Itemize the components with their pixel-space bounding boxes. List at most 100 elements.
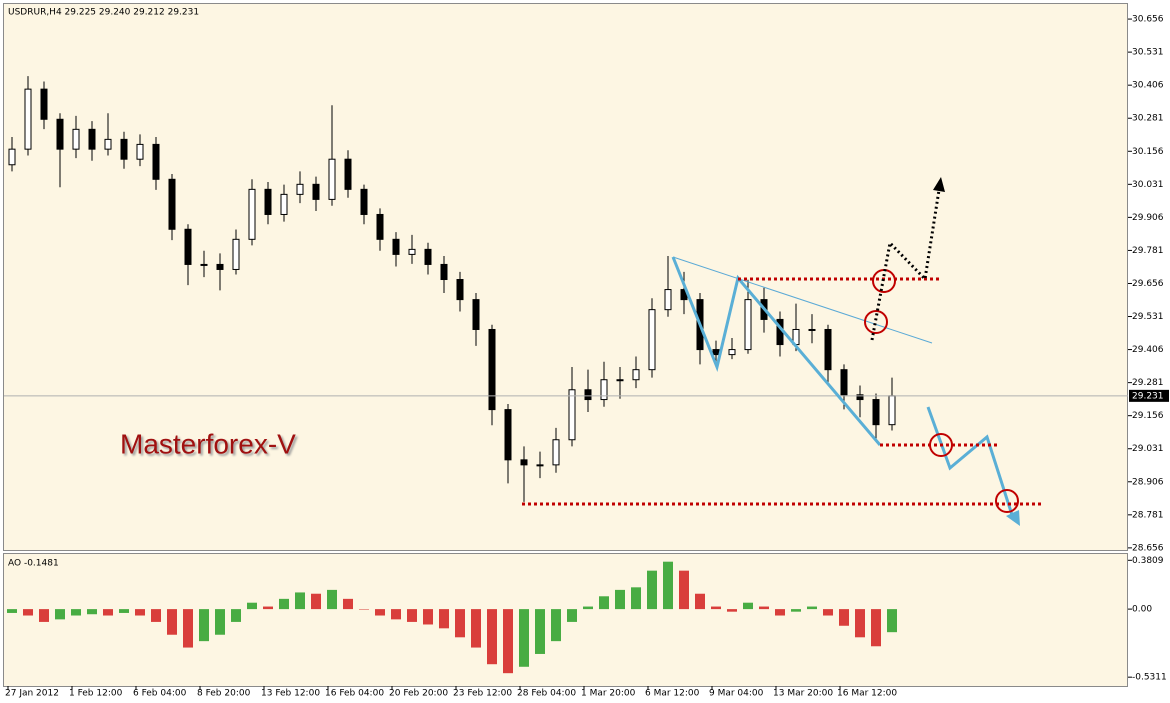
candle-body	[536, 464, 544, 467]
y-tick-label: 29.031	[1132, 444, 1164, 454]
candle-body	[408, 248, 416, 255]
x-tick-label: 13 Mar 20:00	[773, 689, 833, 699]
y-tick-label: 30.531	[1132, 48, 1164, 58]
candle-body	[8, 148, 16, 166]
y-tick-label: 28.656	[1132, 543, 1164, 553]
x-tick-label: 23 Feb 12:00	[453, 689, 512, 699]
candle-body	[216, 263, 224, 270]
candle-body	[120, 138, 128, 160]
candle-body	[888, 395, 896, 426]
x-tick-label: 9 Mar 04:00	[709, 689, 764, 699]
ao-bar	[135, 609, 145, 616]
y-tick-label: 29.656	[1132, 279, 1164, 289]
ao-bar	[775, 609, 785, 616]
arrow-head	[933, 177, 945, 192]
candle-body	[24, 88, 32, 150]
ao-bar	[343, 598, 353, 610]
ao-bar	[871, 609, 881, 647]
y-tick-label: 28.781	[1132, 510, 1164, 520]
ao-bar	[551, 609, 561, 642]
ao-bar	[487, 609, 497, 665]
price-panel	[3, 3, 1128, 551]
wave-line	[671, 256, 882, 446]
candle-body	[264, 188, 272, 215]
last-price-label: 29.231	[1132, 391, 1164, 401]
candle-body	[584, 389, 592, 401]
ao-title: AO -0.1481	[8, 559, 59, 569]
ao-bar	[503, 609, 513, 674]
candle-body	[344, 158, 352, 190]
ao-bar	[839, 609, 849, 626]
candle-body	[392, 238, 400, 255]
last-price-box	[1129, 389, 1169, 402]
candle-body	[104, 138, 112, 150]
candle-body	[504, 409, 512, 461]
candle-body	[648, 309, 656, 371]
ao-bar	[391, 609, 401, 620]
candle-body	[824, 328, 832, 371]
ao-bar	[87, 609, 97, 615]
candle-body	[840, 369, 848, 396]
candle-body	[232, 238, 240, 270]
x-tick-label: 28 Feb 04:00	[517, 689, 576, 699]
candle-body	[376, 213, 384, 240]
ao-bar	[39, 609, 49, 622]
ao-bar	[7, 609, 17, 613]
candle-body	[728, 349, 736, 356]
candle-body	[744, 299, 752, 351]
x-tick-label: 1 Feb 12:00	[69, 689, 123, 699]
header: USDRUR,H4 29.225 29.240 29.212 29.231	[8, 8, 199, 18]
ao-bar	[183, 609, 193, 648]
ao-bar	[743, 602, 753, 610]
x-tick-label: 16 Mar 12:00	[837, 689, 897, 699]
ao-bar	[807, 606, 817, 610]
y-tick-label: 0.3809	[1132, 556, 1164, 566]
ao-bar	[215, 609, 225, 635]
ao-bar	[119, 609, 129, 613]
candle-body	[136, 143, 144, 160]
ao-bar	[327, 589, 337, 610]
candle-body	[456, 279, 464, 301]
ao-bar	[439, 609, 449, 629]
circle	[995, 489, 1019, 513]
ao-bar	[727, 609, 737, 612]
y-tick-label: 29.906	[1132, 213, 1164, 223]
y-tick-label: 30.281	[1132, 114, 1164, 124]
ao-bar	[695, 593, 705, 610]
candle-body	[312, 183, 320, 200]
y-tick-label: 29.406	[1132, 345, 1164, 355]
ao-bar	[263, 606, 273, 610]
ao-bar	[791, 609, 801, 612]
trend-line	[672, 256, 933, 344]
candle-body	[808, 328, 816, 331]
ao-bar	[455, 609, 465, 638]
candle-body	[600, 379, 608, 401]
ao-bar	[423, 609, 433, 625]
candle-body	[424, 248, 432, 265]
candle-body	[616, 379, 624, 382]
ao-bar	[663, 561, 673, 610]
ao-bar	[151, 609, 161, 622]
ao-bar	[311, 593, 321, 610]
x-tick-label: 13 Feb 12:00	[261, 689, 320, 699]
ao-bar	[279, 598, 289, 610]
ao-bar	[583, 606, 593, 610]
ao-bar	[567, 609, 577, 622]
ao-bar	[247, 602, 257, 610]
ao-bar	[167, 609, 177, 635]
x-tick-label: 27 Jan 2012	[5, 689, 59, 699]
candle-body	[632, 369, 640, 381]
candle-body	[552, 439, 560, 466]
y-tick-label: 30.656	[1132, 15, 1164, 25]
ao-bar	[679, 570, 689, 610]
ao-bar	[103, 609, 113, 616]
candle-body	[40, 88, 48, 120]
ao-bar	[55, 609, 65, 620]
ao-bar	[711, 606, 721, 610]
ao-bar	[407, 609, 417, 622]
ao-bar	[295, 592, 305, 610]
candle-body	[72, 128, 80, 150]
y-tick-label: 29.281	[1132, 378, 1164, 388]
candle-body	[152, 143, 160, 180]
